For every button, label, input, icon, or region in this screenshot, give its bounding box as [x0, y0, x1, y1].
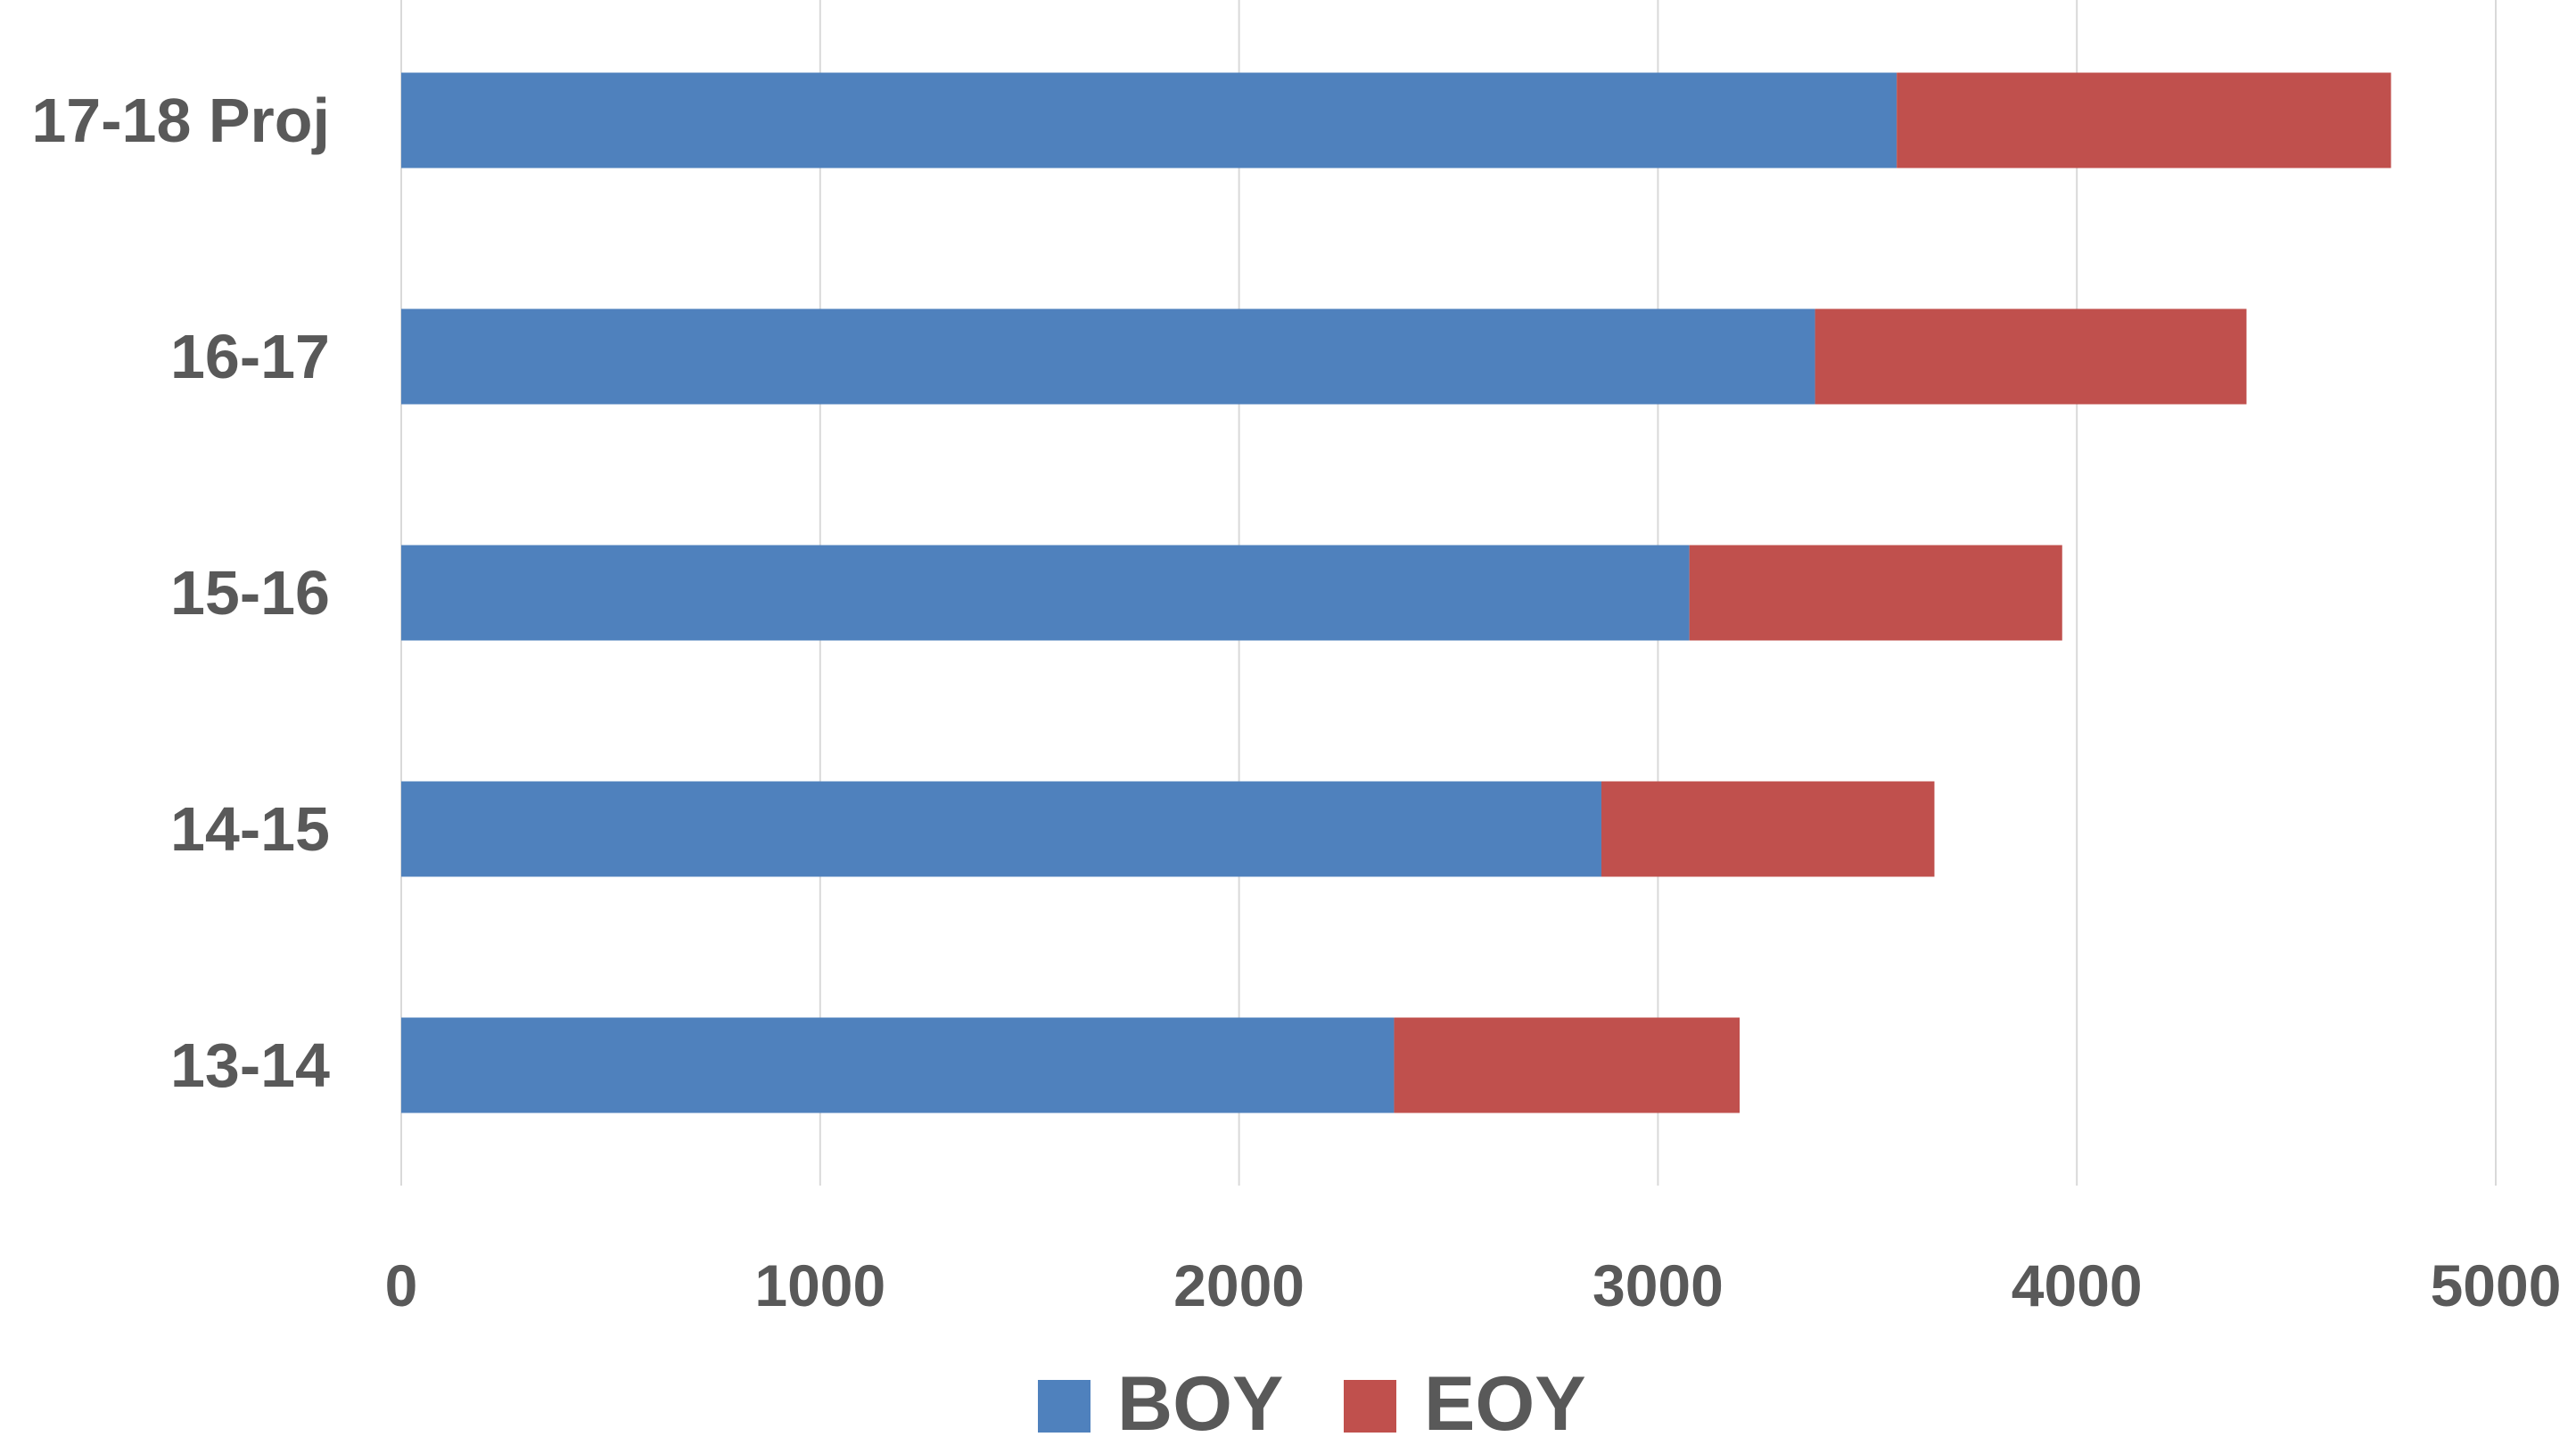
- bar-boy-16-17: [401, 308, 1815, 405]
- bar-eoy-17-18-proj: [1897, 72, 2391, 168]
- bar-boy-15-16: [401, 545, 1690, 641]
- category-label: 13-14: [170, 1030, 330, 1100]
- bar-eoy-14-15: [1601, 781, 1935, 877]
- category-label: 15-16: [170, 558, 330, 628]
- x-tick-label: 5000: [2431, 1252, 2562, 1318]
- category-label: 16-17: [170, 322, 330, 391]
- bar-boy-14-15: [401, 781, 1601, 877]
- bar-boy-17-18-proj: [401, 72, 1897, 168]
- x-tick-label: 3000: [1593, 1252, 1724, 1318]
- bar-eoy-16-17: [1815, 308, 2247, 405]
- legend: BOY EOY: [1038, 1361, 1586, 1445]
- legend-label-eoy: EOY: [1424, 1361, 1586, 1441]
- bar-eoy-13-14: [1394, 1017, 1741, 1113]
- x-tick-labels: 0 1000 2000 3000 4000 5000: [385, 1252, 2562, 1318]
- x-tick-label: 0: [385, 1252, 418, 1318]
- x-tick-label: 1000: [754, 1252, 885, 1318]
- bars: [401, 72, 2391, 1113]
- category-label: 17-18 Proj: [31, 86, 330, 155]
- category-label: 14-15: [170, 794, 330, 864]
- legend-swatch-boy: [1038, 1380, 1090, 1433]
- bar-eoy-15-16: [1689, 545, 2062, 641]
- category-labels: 17-18 Proj 16-17 15-16 14-15 13-14: [31, 86, 330, 1100]
- x-tick-label: 2000: [1173, 1252, 1304, 1318]
- legend-swatch-eoy: [1344, 1380, 1396, 1433]
- legend-label-boy: BOY: [1117, 1361, 1283, 1441]
- x-tick-label: 4000: [2012, 1252, 2143, 1318]
- bar-boy-13-14: [401, 1017, 1395, 1113]
